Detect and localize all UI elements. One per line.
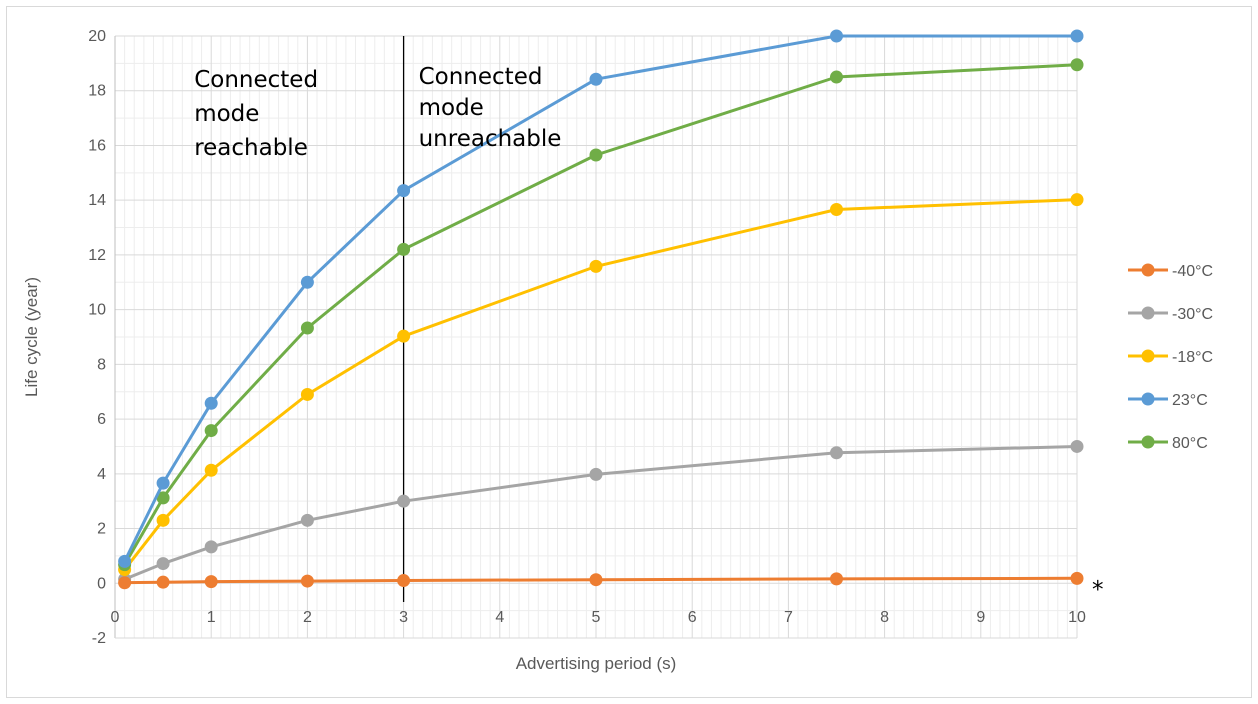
data-point — [1070, 439, 1084, 453]
data-point — [156, 513, 170, 527]
series--30°C — [118, 439, 1084, 586]
y-tick-label: 12 — [88, 247, 106, 264]
y-tick-label: 10 — [88, 302, 106, 319]
y-tick-label: 8 — [97, 356, 106, 373]
legend-label: -30°C — [1172, 306, 1213, 323]
data-point — [830, 202, 843, 216]
data-point — [830, 446, 843, 460]
y-tick-label: 6 — [97, 411, 106, 428]
x-tick-label: 9 — [976, 609, 985, 626]
y-tick-label: 0 — [97, 575, 106, 592]
series-line — [124, 576, 1078, 585]
y-tick-label: 20 — [88, 28, 106, 45]
series-line — [123, 198, 1078, 571]
data-point — [300, 321, 314, 335]
legend-item-80°C[interactable]: 80°C — [1128, 435, 1208, 452]
annotation-asterisk: * — [1092, 577, 1104, 603]
data-point — [204, 424, 218, 438]
x-tick-label: 6 — [688, 609, 697, 626]
series--40°C — [118, 571, 1084, 590]
data-point — [397, 329, 411, 343]
series-23°C — [118, 29, 1084, 568]
annotation-reachable: Connected mode reachable — [194, 67, 318, 161]
legend-item--18°C[interactable]: -18°C — [1128, 349, 1213, 366]
x-tick-label: 2 — [303, 609, 312, 626]
legend-label: 80°C — [1172, 435, 1208, 452]
data-point — [589, 72, 603, 86]
data-point — [156, 575, 170, 589]
legend-swatch-marker — [1141, 349, 1155, 363]
data-point — [204, 463, 218, 477]
x-tick-label: 8 — [880, 609, 889, 626]
annotation-unreachable: Connected mode unreachable — [419, 64, 562, 152]
data-point — [300, 275, 314, 289]
legend-swatch-marker — [1141, 435, 1155, 449]
legend-label: -40°C — [1172, 263, 1213, 280]
legend-label: 23°C — [1172, 392, 1208, 409]
series-line — [123, 63, 1078, 566]
x-axis-title: Advertising period (s) — [516, 654, 677, 673]
y-tick-label: 4 — [97, 466, 106, 483]
data-point — [830, 572, 843, 586]
data-point — [204, 396, 218, 410]
data-point — [830, 29, 843, 43]
annotations: Connected mode reachable Connected mode unrea… — [194, 64, 1103, 603]
x-tick-label: 0 — [111, 609, 120, 626]
series-80°C — [118, 58, 1084, 572]
data-point — [118, 576, 132, 590]
data-point — [589, 148, 603, 162]
series-line — [124, 445, 1078, 581]
y-tick-label: 14 — [88, 192, 106, 209]
data-point — [589, 259, 603, 273]
data-point — [300, 513, 314, 527]
x-tick-label: 5 — [592, 609, 601, 626]
data-point — [118, 554, 132, 568]
x-tick-label: 7 — [784, 609, 793, 626]
data-point — [397, 184, 411, 198]
x-tick-label: 4 — [495, 609, 504, 626]
x-tick-label: 10 — [1068, 609, 1086, 626]
grid — [114, 35, 1078, 639]
legend-item--30°C[interactable]: -30°C — [1128, 306, 1213, 323]
data-point — [204, 540, 218, 554]
series--18°C — [118, 193, 1084, 577]
data-point — [300, 574, 314, 588]
data-point — [156, 491, 170, 505]
data-point — [1070, 571, 1084, 585]
data-point — [397, 574, 411, 588]
x-tick-label: 3 — [399, 609, 408, 626]
legend-label: -18°C — [1172, 349, 1213, 366]
data-point — [156, 476, 170, 490]
legend-swatch-marker — [1141, 306, 1155, 320]
data-point — [1070, 58, 1084, 72]
series-group — [118, 29, 1084, 590]
data-point — [156, 557, 170, 571]
data-point — [1070, 193, 1084, 207]
data-point — [300, 387, 314, 401]
legend-item-23°C[interactable]: 23°C — [1128, 392, 1208, 409]
y-tick-label: 18 — [88, 83, 106, 100]
legend-swatch-marker — [1141, 392, 1155, 406]
y-axis-title: Life cycle (year) — [22, 277, 41, 397]
y-tick-label: -2 — [92, 630, 106, 647]
y-tick-label: 2 — [97, 521, 106, 538]
axes — [114, 36, 1077, 639]
data-point — [1070, 29, 1084, 43]
data-point — [204, 575, 218, 589]
series-line — [123, 34, 1077, 563]
legend[interactable]: -40°C -30°C -18°C 23°C 80°C — [1128, 263, 1213, 452]
data-point — [397, 242, 411, 256]
legend-item--40°C[interactable]: -40°C — [1128, 263, 1213, 280]
data-point — [830, 70, 843, 84]
data-point — [589, 467, 603, 481]
y-tick-label: 16 — [88, 137, 106, 154]
legend-swatch-marker — [1141, 263, 1155, 277]
data-point — [397, 494, 411, 508]
data-point — [589, 573, 603, 587]
x-tick-label: 1 — [207, 609, 216, 626]
